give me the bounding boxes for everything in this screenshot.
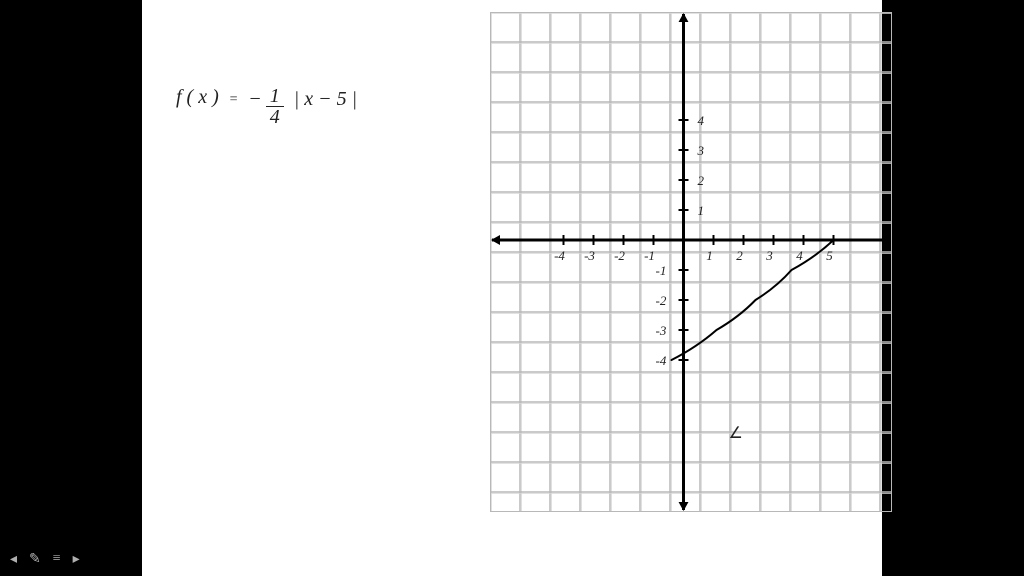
- svg-text:∠: ∠: [729, 425, 743, 442]
- svg-text:-2: -2: [614, 248, 625, 263]
- svg-text:3: 3: [765, 248, 773, 263]
- frac-den: 4: [266, 106, 284, 127]
- svg-text:-1: -1: [656, 263, 667, 278]
- svg-text:1: 1: [706, 248, 713, 263]
- graph-svg: -4 -3 -2 -1 1 2 3 4 5 4 3 2 1 -1 -2 -3 -4 ∠: [490, 12, 892, 512]
- svg-text:2: 2: [736, 248, 743, 263]
- whiteboard-canvas: f ( x ) = − 1 4 | x − 5 | -4 -3 -2 -1 1 2 3 4 5 4…: [142, 0, 882, 576]
- coordinate-graph: -4 -3 -2 -1 1 2 3 4 5 4 3 2 1 -1 -2 -3 -4 ∠: [490, 12, 892, 512]
- svg-text:-3: -3: [584, 248, 595, 263]
- next-icon[interactable]: ▸: [73, 551, 80, 568]
- svg-text:2: 2: [698, 173, 705, 188]
- frac-num: 1: [268, 86, 282, 106]
- svg-text:-2: -2: [656, 293, 667, 308]
- formula-lhs: f ( x ): [176, 86, 219, 109]
- toolbar: ◂ ✎ ≡ ▸: [10, 551, 80, 568]
- svg-text:-4: -4: [656, 353, 667, 368]
- formula-abs: | x − 5 |: [294, 86, 357, 111]
- left-black-bar: ◂ ✎ ≡ ▸: [0, 0, 142, 576]
- menu-icon[interactable]: ≡: [53, 551, 61, 568]
- svg-text:4: 4: [796, 248, 803, 263]
- svg-text:4: 4: [698, 113, 705, 128]
- svg-text:-4: -4: [554, 248, 565, 263]
- formula-eq: =: [229, 86, 238, 108]
- pen-icon[interactable]: ✎: [29, 551, 41, 568]
- svg-text:3: 3: [697, 143, 705, 158]
- svg-text:-1: -1: [644, 248, 655, 263]
- svg-text:-3: -3: [656, 323, 667, 338]
- right-black-bar: [882, 0, 1024, 576]
- formula-neg: −: [248, 86, 262, 111]
- svg-text:5: 5: [826, 248, 833, 263]
- svg-text:1: 1: [698, 203, 705, 218]
- formula-fraction: 1 4: [266, 86, 284, 127]
- function-formula: f ( x ) = − 1 4 | x − 5 |: [176, 86, 357, 127]
- prev-icon[interactable]: ◂: [10, 551, 17, 568]
